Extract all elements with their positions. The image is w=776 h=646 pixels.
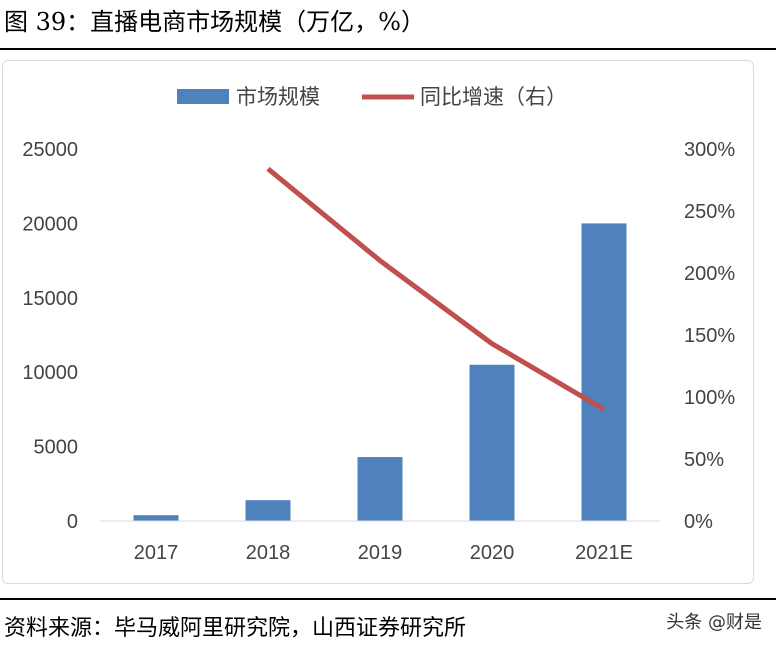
figure-title: 图 39：直播电商市场规模（万亿，%） — [4, 8, 425, 36]
bar-2019 — [357, 457, 403, 521]
source-note: 资料来源：毕马威阿里研究院，山西证券研究所 — [4, 616, 467, 641]
left-tick-label: 0 — [67, 511, 78, 533]
bars — [133, 223, 627, 521]
right-tick-label: 150% — [684, 325, 735, 347]
right-tick-label: 50% — [684, 449, 724, 471]
category-label: 2018 — [246, 542, 291, 564]
legend-bar-label: 市场规模 — [236, 85, 320, 109]
growth-line-path — [266, 166, 606, 412]
chart-frame — [2, 60, 754, 584]
bar-2018 — [245, 500, 291, 521]
watermark: 头条 @财是 — [666, 612, 762, 633]
bar-2021E — [581, 223, 627, 521]
right-tick-label: 0% — [684, 511, 713, 533]
right-tick-label: 100% — [684, 387, 735, 409]
top-rule — [0, 48, 776, 50]
category-label: 2017 — [134, 542, 179, 564]
category-label: 2021E — [575, 542, 633, 564]
category-labels: 2017 2018 2019 2020 2021E — [134, 542, 633, 564]
growth-line — [266, 166, 606, 412]
left-tick-label: 10000 — [22, 362, 78, 384]
legend-line-label: 同比增速（右） — [420, 85, 567, 109]
bar-2017 — [133, 515, 179, 521]
right-axis-ticks: 0% 50% 100% 150% 200% 250% 300% — [684, 139, 735, 533]
right-tick-label: 300% — [684, 139, 735, 161]
left-tick-label: 5000 — [34, 437, 79, 459]
legend: 市场规模 同比增速（右） — [177, 85, 567, 109]
bottom-rule — [0, 598, 776, 600]
bar-2020 — [469, 364, 515, 521]
right-tick-label: 250% — [684, 201, 735, 223]
category-label: 2019 — [358, 542, 403, 564]
category-label: 2020 — [470, 542, 515, 564]
left-tick-label: 25000 — [22, 139, 78, 161]
left-tick-label: 20000 — [22, 213, 78, 235]
right-tick-label: 200% — [684, 263, 735, 285]
left-tick-label: 15000 — [22, 288, 78, 310]
left-axis-ticks: 0 5000 10000 15000 20000 25000 — [22, 139, 78, 533]
legend-bar-swatch — [177, 89, 229, 104]
